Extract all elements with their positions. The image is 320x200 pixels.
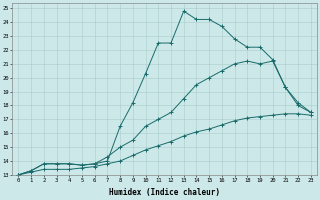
- X-axis label: Humidex (Indice chaleur): Humidex (Indice chaleur): [109, 188, 220, 197]
